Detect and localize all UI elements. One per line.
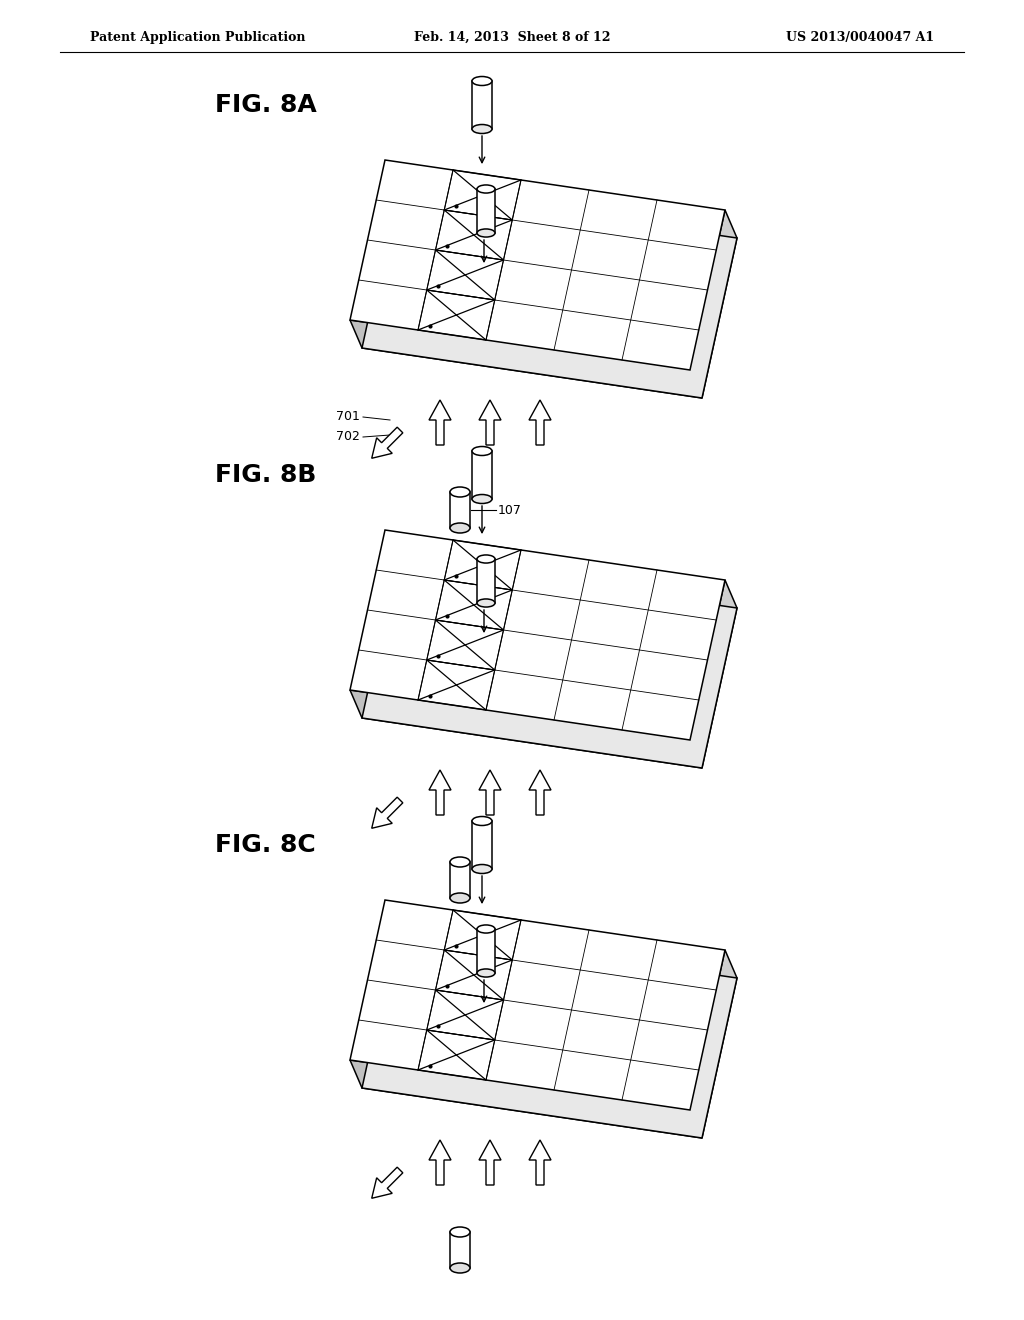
Polygon shape: [350, 1060, 702, 1138]
Polygon shape: [372, 1167, 402, 1199]
Polygon shape: [529, 1140, 551, 1185]
Ellipse shape: [450, 1228, 470, 1237]
Polygon shape: [372, 797, 402, 828]
Polygon shape: [362, 187, 737, 399]
Bar: [477, 558, 495, 603]
Polygon shape: [350, 690, 702, 768]
Polygon shape: [350, 531, 725, 741]
Ellipse shape: [450, 487, 470, 498]
Ellipse shape: [477, 599, 495, 607]
Polygon shape: [429, 770, 451, 814]
Polygon shape: [529, 400, 551, 445]
Polygon shape: [479, 1140, 501, 1185]
Bar: [450, 492, 470, 528]
Ellipse shape: [450, 894, 470, 903]
Polygon shape: [350, 900, 725, 1110]
Text: Patent Application Publication: Patent Application Publication: [90, 30, 305, 44]
Text: 701: 701: [336, 411, 360, 424]
Text: FIG. 8C: FIG. 8C: [215, 833, 315, 857]
Ellipse shape: [472, 495, 492, 503]
Polygon shape: [690, 950, 737, 1138]
Bar: [472, 451, 492, 499]
Ellipse shape: [477, 185, 495, 193]
Polygon shape: [479, 400, 501, 445]
Ellipse shape: [472, 124, 492, 133]
Text: FIG. 8A: FIG. 8A: [215, 92, 316, 117]
Ellipse shape: [477, 969, 495, 977]
Ellipse shape: [477, 925, 495, 933]
Ellipse shape: [472, 865, 492, 874]
Polygon shape: [529, 770, 551, 814]
Text: US 2013/0040047 A1: US 2013/0040047 A1: [785, 30, 934, 44]
Ellipse shape: [472, 77, 492, 86]
Ellipse shape: [472, 817, 492, 825]
Polygon shape: [362, 558, 737, 768]
Bar: [472, 821, 492, 869]
Polygon shape: [362, 928, 737, 1138]
Polygon shape: [429, 400, 451, 445]
Polygon shape: [350, 319, 702, 399]
Text: Feb. 14, 2013  Sheet 8 of 12: Feb. 14, 2013 Sheet 8 of 12: [414, 30, 610, 44]
Ellipse shape: [477, 554, 495, 564]
Polygon shape: [690, 210, 737, 399]
Ellipse shape: [477, 228, 495, 238]
Bar: [472, 81, 492, 129]
Bar: [450, 862, 470, 898]
Ellipse shape: [450, 1263, 470, 1272]
Bar: [477, 929, 495, 973]
Polygon shape: [350, 160, 725, 370]
Polygon shape: [479, 770, 501, 814]
Ellipse shape: [450, 857, 470, 867]
Polygon shape: [429, 1140, 451, 1185]
Bar: [477, 189, 495, 234]
Polygon shape: [372, 428, 402, 458]
Text: 702: 702: [336, 430, 360, 444]
Bar: [450, 1232, 470, 1269]
Ellipse shape: [472, 446, 492, 455]
Polygon shape: [690, 579, 737, 768]
Ellipse shape: [450, 523, 470, 533]
Text: FIG. 8B: FIG. 8B: [215, 463, 316, 487]
Text: 107: 107: [498, 503, 522, 516]
